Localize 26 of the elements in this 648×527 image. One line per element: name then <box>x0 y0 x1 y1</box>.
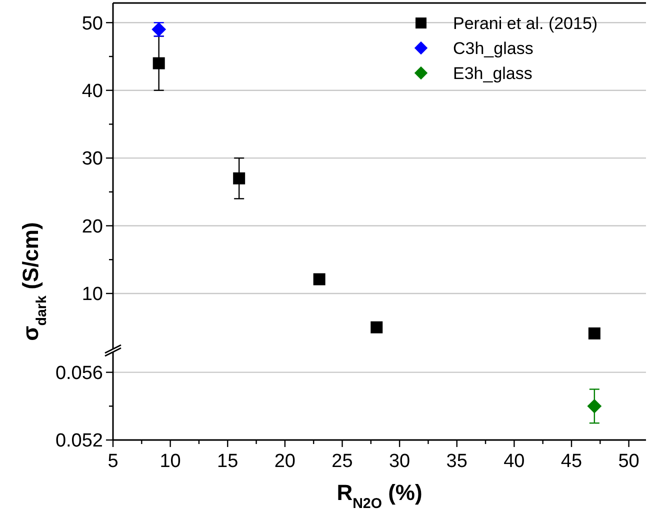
point <box>588 327 600 340</box>
x-tick-label: 35 <box>446 451 468 472</box>
legend-label: Perani et al. (2015) <box>453 14 598 33</box>
point <box>233 172 246 184</box>
y-tick-label: 0.052 <box>55 430 103 452</box>
x-tick-label: 5 <box>108 451 118 472</box>
y-tick-label: 30 <box>82 148 103 170</box>
x-tick-label: 15 <box>217 451 238 472</box>
x-tick-label: 50 <box>618 451 640 472</box>
y-tick-label: 40 <box>82 80 103 102</box>
legend-label: C3h_glass <box>453 38 534 58</box>
x-axis-title: R$_{N2O}$ (%) <box>336 480 422 512</box>
y-tick-label: 10 <box>82 284 103 306</box>
x-tick-label: 45 <box>560 451 582 472</box>
legend-label: E3h_glass <box>453 64 532 83</box>
x-tick-label: 10 <box>160 451 181 472</box>
x-tick-label: 25 <box>332 451 353 472</box>
x-tick-label: 40 <box>504 451 525 472</box>
y-tick-label: 20 <box>82 216 103 238</box>
y-tick-label: 50 <box>82 13 103 34</box>
x-tick-label: 30 <box>388 451 410 472</box>
point <box>152 57 165 70</box>
point <box>370 321 383 334</box>
x-tick-label: 20 <box>274 451 296 472</box>
y-tick-label: 0.056 <box>55 362 103 384</box>
point <box>313 273 326 286</box>
